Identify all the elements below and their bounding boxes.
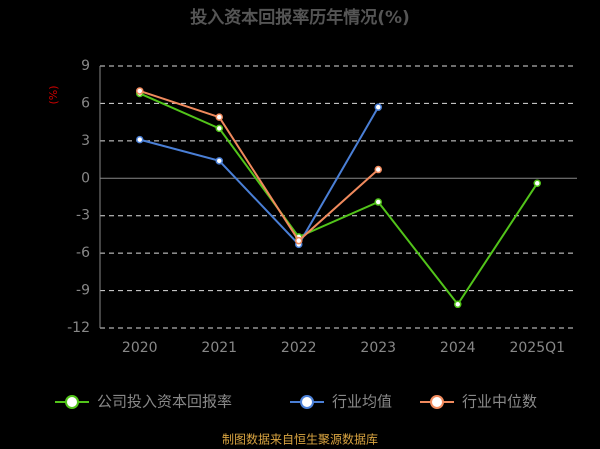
y-tick-label: -6 [76, 245, 90, 261]
data-point [136, 135, 144, 144]
data-point [454, 300, 462, 309]
x-tick-label: 2024 [440, 340, 476, 356]
chart-title: 投入资本回报率历年情况(%) [190, 7, 410, 28]
x-tick-label: 2025Q1 [509, 340, 565, 356]
y-tick-label: -9 [76, 283, 90, 299]
data-point [374, 198, 382, 206]
x-tick-label: 2020 [122, 340, 158, 356]
data-point [374, 103, 382, 111]
legend-label: 行业均值 [332, 393, 392, 411]
y-tick-label: 0 [81, 170, 90, 186]
series-line [139, 106, 380, 247]
data-point [215, 124, 223, 133]
legend-label: 公司投入资本回报率 [97, 393, 232, 411]
y-axis-label: (%) [47, 85, 60, 104]
legend-marker [300, 395, 314, 409]
data-point [295, 236, 303, 245]
data-point [374, 165, 382, 174]
x-tick-label: 2021 [201, 340, 237, 356]
y-tick-label: -12 [67, 320, 90, 336]
data-point [136, 87, 144, 95]
y-tick-label: -3 [76, 208, 90, 224]
legend-label: 行业中位数 [462, 393, 537, 411]
series-line [139, 92, 539, 307]
series-line [139, 90, 379, 243]
legend-marker [430, 395, 444, 409]
source-note: 制图数据来自恒生聚源数据库 [222, 432, 378, 447]
data-point [215, 157, 223, 165]
y-tick-label: 9 [81, 58, 90, 74]
x-tick-label: 2022 [281, 340, 317, 356]
y-tick-label: 6 [81, 95, 90, 111]
y-tick-label: 3 [81, 133, 90, 149]
data-point [215, 113, 223, 121]
legend-marker [65, 395, 79, 409]
data-point [533, 179, 541, 188]
x-tick-label: 2023 [360, 340, 396, 356]
